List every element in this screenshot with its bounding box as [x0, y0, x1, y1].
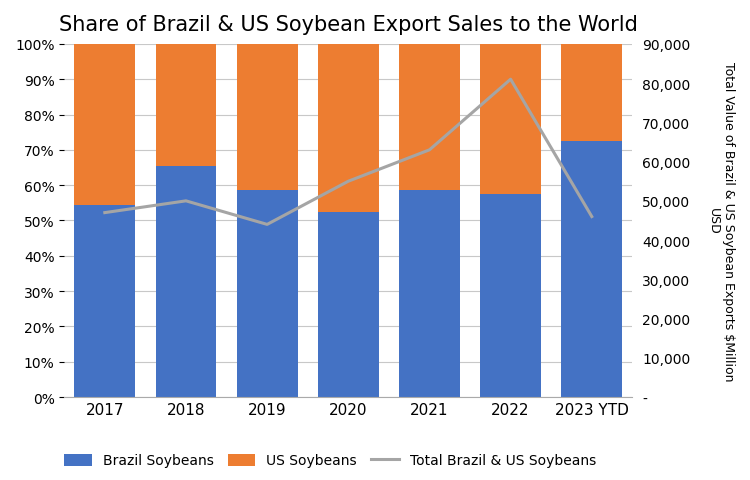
Bar [237, 45, 298, 191]
Bar [155, 167, 217, 397]
Bar [561, 142, 622, 397]
Bar [318, 45, 379, 212]
Bar [399, 191, 460, 397]
Total Brazil & US Soybeans [506, 77, 515, 83]
Bar [237, 191, 298, 397]
Bar [155, 45, 217, 167]
Total Brazil & US Soybeans [182, 199, 190, 204]
Bar [561, 45, 622, 142]
Bar [480, 45, 541, 194]
Total Brazil & US Soybeans [344, 179, 352, 185]
Line: Total Brazil & US Soybeans: Total Brazil & US Soybeans [105, 80, 592, 225]
Bar [399, 45, 460, 191]
Total Brazil & US Soybeans [100, 210, 109, 216]
Legend: Brazil Soybeans, US Soybeans, Total Brazil & US Soybeans: Brazil Soybeans, US Soybeans, Total Braz… [58, 448, 602, 473]
Total Brazil & US Soybeans [262, 222, 272, 228]
Bar [74, 205, 135, 397]
Bar [74, 45, 135, 205]
Title: Share of Brazil & US Soybean Export Sales to the World: Share of Brazil & US Soybean Export Sale… [58, 15, 638, 35]
Total Brazil & US Soybeans [587, 214, 596, 220]
Total Brazil & US Soybeans [425, 148, 434, 154]
Y-axis label: Total Value of Brazil & US Soybean Exports $Million
USD: Total Value of Brazil & US Soybean Expor… [707, 61, 735, 381]
Bar [318, 212, 379, 397]
Bar [480, 194, 541, 397]
